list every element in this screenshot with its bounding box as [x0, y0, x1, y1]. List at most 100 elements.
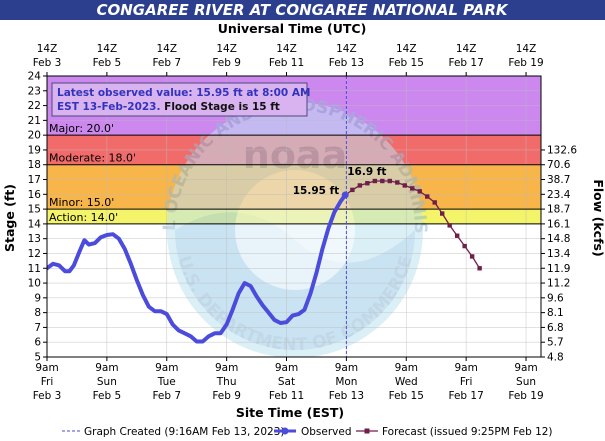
y2-axis-title: Flow (kcfs)	[591, 179, 605, 256]
y-tick-label-7: 12	[28, 248, 41, 260]
forecast-point-7	[402, 183, 407, 188]
flood-band-label-2: Minor: 15.0'	[49, 196, 114, 209]
x-tick-label-1-l3: Feb 5	[93, 390, 122, 402]
legend-observed-label: Observed	[301, 426, 352, 438]
top-tick-label-7-l2: Feb 17	[449, 57, 484, 69]
x-tick-label-8-l1: 9am	[514, 362, 537, 374]
top-tick-label-8-l1: 14Z	[516, 43, 537, 55]
y-axis-title: Stage (ft)	[2, 184, 17, 252]
x-tick-label-4-l1: 9am	[275, 362, 298, 374]
info-line-2: EST 13-Feb-2023. Flood Stage is 15 ft	[57, 101, 280, 113]
forecast-point-0	[350, 187, 355, 193]
forecast-point-17	[477, 266, 482, 271]
x-tick-label-2-l2: Tue	[157, 376, 176, 388]
flow-tick-label-14: 132.6	[547, 144, 577, 156]
y-tick-label-15: 20	[28, 130, 41, 142]
x-axis-title: Site Time (EST)	[236, 405, 344, 420]
left-axis: 5 6 7 8 9 10 11 12 13 14 15 16 17 18 19 20 21 22 23 24	[28, 71, 47, 364]
x-tick-label-3-l1: 9am	[215, 362, 238, 374]
forecast-point-8	[410, 186, 415, 191]
top-tick-label-8-l2: Feb 19	[508, 57, 543, 69]
top-tick-label-4-l1: 14Z	[276, 43, 297, 55]
y-tick-label-8: 13	[28, 233, 41, 245]
x-tick-label-5-l2: Mon	[335, 376, 357, 388]
flow-tick-label-8: 14.8	[547, 233, 570, 245]
legend: Graph Created (9:16AM Feb 13, 2023) Obse…	[62, 426, 553, 438]
y-tick-label-16: 21	[28, 115, 41, 127]
flood-band-lines	[47, 134, 541, 225]
forecast-point-3	[372, 178, 378, 184]
flow-tick-label-4: 9.6	[547, 292, 564, 304]
flow-tick-label-2: 6.8	[547, 322, 564, 334]
flow-tick-label-0: 4.8	[547, 352, 564, 364]
observed-latest-label: 15.95 ft	[293, 185, 339, 197]
legend-forecast-label: Forecast (issued 9:25PM Feb 12)	[382, 426, 553, 438]
top-tick-label-5-l1: 14Z	[336, 43, 357, 55]
x-tick-label-1-l2: Sun	[97, 376, 117, 388]
forecast-point-14	[454, 233, 460, 238]
right-axis: 4.8 5.7 6.8 8.1 9.6 11.2 11.9 13.4 14.8 16.1 18.7 2…	[541, 144, 577, 364]
legend-observed-marker	[281, 427, 289, 435]
top-tick-label-0-l1: 14Z	[37, 43, 58, 55]
flood-band-label-0: Major: 20.0'	[49, 122, 114, 135]
top-tick-label-3-l2: Feb 9	[212, 57, 241, 69]
forecast-point-15	[462, 243, 467, 249]
y-tick-label-14: 19	[28, 144, 41, 156]
y-tick-label-5: 10	[28, 278, 41, 290]
top-tick-label-2-l2: Feb 7	[152, 57, 181, 69]
x-tick-label-8-l3: Feb 19	[508, 390, 543, 402]
flood-band-label-3: Action: 14.0'	[49, 211, 118, 224]
y-tick-label-19: 24	[28, 71, 42, 83]
x-tick-label-0-l1: 9am	[35, 362, 58, 374]
x-tick-label-7-l1: 9am	[454, 362, 477, 374]
flow-tick-label-9: 16.1	[547, 218, 570, 230]
y-tick-label-9: 14	[28, 218, 42, 230]
top-tick-label-3-l1: 14Z	[216, 43, 237, 55]
flow-tick-label-5: 11.2	[547, 278, 570, 290]
x-tick-label-6-l3: Feb 15	[389, 390, 424, 402]
plot-border	[46, 75, 542, 358]
x-tick-label-0-l3: Feb 3	[33, 390, 62, 402]
top-axis-title: Universal Time (UTC)	[218, 21, 367, 36]
legend-forecast-marker	[364, 428, 370, 434]
forecast-point-16	[469, 254, 475, 259]
y-tick-label-18: 23	[28, 85, 41, 97]
forecast-series-points	[350, 178, 482, 271]
forecast-point-5	[387, 178, 393, 184]
y-tick-label-12: 17	[28, 174, 41, 186]
top-tick-label-6-l1: 14Z	[396, 43, 417, 55]
x-tick-label-2-l1: 9am	[155, 362, 178, 374]
flood-band-labels: Major: 20.0' Moderate: 18.0' Minor: 15.0' A…	[49, 122, 136, 224]
forecast-point-12	[440, 211, 445, 216]
forecast-point-6	[395, 180, 400, 185]
bottom-axis: 9am Fri Feb 3 9am Sun Feb 5 9am Tue Feb 7 9am Thu F…	[33, 357, 544, 402]
x-tick-label-5-l1: 9am	[335, 362, 358, 374]
x-tick-label-1-l1: 9am	[95, 362, 118, 374]
x-tick-label-2-l3: Feb 7	[152, 390, 181, 402]
top-tick-label-6-l2: Feb 15	[389, 57, 424, 69]
x-tick-label-3-l2: Thu	[216, 376, 237, 388]
y-tick-label-0: 5	[34, 352, 41, 364]
flow-tick-label-12: 38.7	[547, 174, 570, 186]
forecast-point-1	[357, 183, 363, 188]
flow-tick-label-10: 18.7	[547, 204, 570, 216]
observed-series-line	[47, 193, 348, 344]
y-tick-label-11: 16	[28, 189, 42, 201]
x-tick-label-6-l2: Wed	[395, 376, 418, 388]
forecast-point-10	[425, 194, 430, 199]
x-tick-label-4-l2: Sat	[278, 376, 295, 388]
x-tick-label-3-l3: Feb 9	[212, 390, 241, 402]
flow-tick-label-11: 23.4	[547, 189, 571, 201]
forecast-peak-label: 16.9 ft	[347, 166, 386, 178]
chart-title: CONGAREE RIVER AT CONGAREE NATIONAL PARK	[96, 1, 508, 19]
flow-tick-label-1: 5.7	[547, 337, 564, 349]
observed-latest-point	[341, 191, 349, 199]
y-tick-label-6: 11	[28, 263, 41, 275]
info-box: Latest observed value: 15.95 ft at 8:00 …	[51, 82, 310, 117]
flow-tick-label-3: 8.1	[547, 307, 564, 319]
forecast-point-13	[447, 223, 452, 228]
top-tick-label-7-l1: 14Z	[456, 43, 477, 55]
y-tick-label-3: 8	[34, 307, 41, 319]
y-tick-label-10: 15	[28, 204, 41, 216]
